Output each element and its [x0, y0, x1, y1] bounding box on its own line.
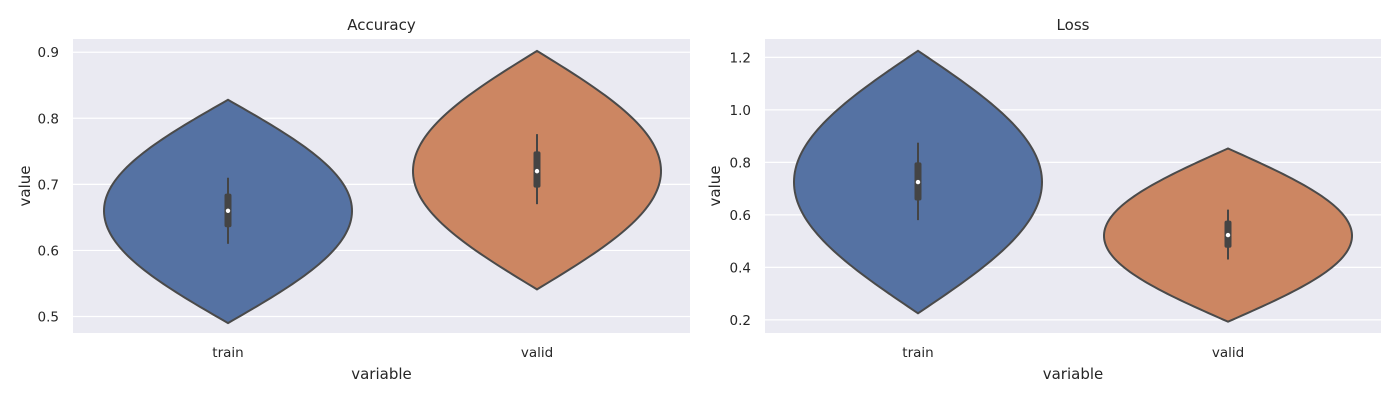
loss-x-ticks: train valid	[902, 345, 1244, 361]
loss-x-axis-label: variable	[1043, 365, 1104, 383]
median-marker-valid	[534, 168, 540, 174]
accuracy-panel: 0.5 0.6 0.7 0.8 0.9 train valid Accuracy vari…	[16, 16, 690, 383]
accuracy-y-ticks: 0.5 0.6 0.7 0.8 0.9	[38, 45, 59, 325]
accuracy-x-ticks: train valid	[212, 345, 553, 361]
x-tick-label: valid	[521, 345, 553, 361]
y-tick-label: 1.2	[730, 50, 751, 66]
x-tick-label: train	[212, 345, 243, 361]
y-tick-label: 0.7	[38, 177, 59, 193]
median-marker-train	[915, 179, 921, 185]
y-tick-label: 0.8	[38, 111, 59, 127]
y-tick-label: 0.6	[730, 208, 751, 224]
loss-panel: 0.2 0.4 0.6 0.8 1.0 1.2 train valid Loss varia…	[706, 16, 1381, 383]
loss-y-ticks: 0.2 0.4 0.6 0.8 1.0 1.2	[730, 50, 751, 329]
y-tick-label: 0.8	[730, 155, 751, 171]
accuracy-x-axis-label: variable	[351, 365, 412, 383]
y-tick-label: 0.9	[38, 45, 59, 61]
loss-title: Loss	[1057, 16, 1090, 34]
y-tick-label: 0.6	[38, 243, 59, 259]
median-marker-valid	[1225, 232, 1231, 238]
y-tick-label: 0.5	[38, 309, 59, 325]
loss-y-axis-label: value	[706, 166, 724, 207]
x-tick-label: train	[902, 345, 933, 361]
median-marker-train	[225, 208, 231, 213]
accuracy-violins	[103, 49, 662, 325]
accuracy-y-axis-label: value	[16, 166, 34, 207]
loss-violins	[792, 49, 1353, 323]
y-tick-label: 1.0	[730, 103, 751, 119]
y-tick-label: 0.2	[730, 313, 751, 329]
x-tick-label: valid	[1212, 345, 1244, 361]
accuracy-title: Accuracy	[347, 16, 416, 34]
y-tick-label: 0.4	[730, 260, 751, 276]
